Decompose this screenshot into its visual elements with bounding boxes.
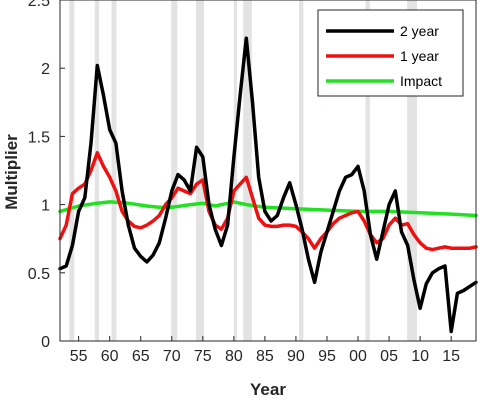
recession-band-4 [195, 0, 205, 341]
y-tick-label: 2.5 [28, 0, 50, 10]
recession-band-8 [365, 0, 370, 341]
y-axis-label: Multiplier [2, 134, 21, 210]
recession-band-9 [407, 0, 418, 341]
recession-band-6 [243, 0, 252, 341]
x-tick-label: 75 [194, 348, 212, 365]
series-lines [58, 36, 478, 334]
x-tick-label: 65 [132, 348, 150, 365]
x-tick-label: 85 [256, 348, 274, 365]
x-tick-label: 70 [163, 348, 181, 365]
y-axis-ticks: 0 0.5 1 1.5 2 2.5 [28, 0, 65, 351]
x-tick-label: 95 [318, 348, 336, 365]
recession-band-5 [233, 0, 237, 341]
x-tick-label: 05 [380, 348, 398, 365]
legend: 2 year 1 year Impact [317, 9, 464, 97]
recession-band-7 [299, 0, 304, 341]
recession-band-3 [171, 0, 178, 341]
x-tick-label: 55 [70, 348, 88, 365]
legend-label-impact: Impact [400, 73, 442, 89]
x-tick-label: 90 [287, 348, 305, 365]
recession-bands [69, 0, 418, 341]
legend-label-1-year: 1 year [400, 48, 439, 64]
recession-band-1 [94, 0, 100, 341]
plot-frame [59, 0, 477, 342]
y-tick-label: 1 [41, 198, 50, 215]
x-axis-label: Year [250, 380, 286, 399]
y-tick-label: 1.5 [28, 129, 50, 146]
legend-label-2-year: 2 year [400, 23, 439, 39]
x-tick-label: 15 [442, 348, 460, 365]
y-tick-label: 0.5 [28, 266, 50, 283]
recession-band-0 [69, 0, 75, 341]
series-line-impact [58, 200, 478, 218]
x-tick-label: 10 [411, 348, 429, 365]
x-tick-label: 60 [101, 348, 119, 365]
recession-band-2 [111, 0, 117, 341]
y-tick-label: 2 [41, 61, 50, 78]
x-tick-label: 80 [225, 348, 243, 365]
series-line-2-year [58, 36, 478, 334]
x-axis-ticks: 55 60 65 70 75 80 85 90 95 00 05 10 15 [70, 336, 460, 365]
y-tick-label: 0 [41, 334, 50, 351]
x-tick-label: 00 [349, 348, 367, 365]
